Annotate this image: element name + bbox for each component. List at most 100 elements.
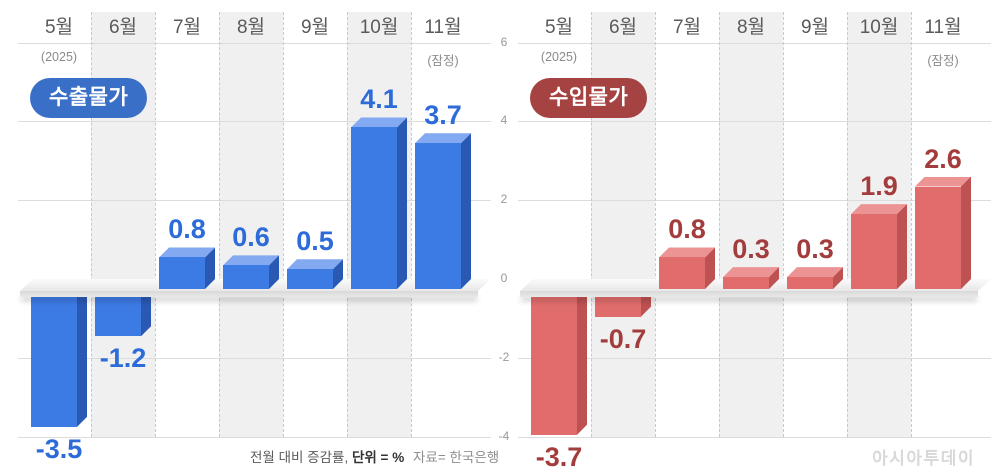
y-tick-label: 0 <box>500 271 508 285</box>
gridline <box>518 436 991 438</box>
month-label: 10월 <box>359 17 399 38</box>
bar-value-label: 0.6 <box>232 222 270 253</box>
month-label: 5월 <box>544 17 574 38</box>
bar-side-face <box>641 279 651 317</box>
bar-top-face <box>223 255 279 265</box>
bar-front-face <box>531 289 577 435</box>
bar-top-face <box>159 247 215 257</box>
month-label: 7월 <box>172 17 202 38</box>
bar-value-label: -1.2 <box>99 343 147 374</box>
bar-value-label: 2.6 <box>924 143 962 174</box>
bar-value-label: 0.8 <box>668 214 706 245</box>
bar-side-face <box>577 279 587 435</box>
bar-top-face <box>723 267 779 277</box>
bar-front-face <box>915 186 961 289</box>
bar-front-face <box>787 277 833 289</box>
watermark-logo: 아시아투데이 <box>872 449 975 468</box>
column-divider-line <box>155 12 156 437</box>
gridline <box>518 121 991 123</box>
bar-front-face <box>159 257 205 289</box>
month-label: 10월 <box>859 17 899 38</box>
bar-side-face <box>397 117 407 289</box>
bar-value-label: -3.5 <box>35 433 83 464</box>
measure-note-text: 전월 대비 증감률, <box>250 450 349 465</box>
gridline <box>18 121 491 123</box>
bar-side-face <box>769 267 779 289</box>
bar-front-face <box>723 277 769 289</box>
source-text: 자료= 한국은행 <box>413 450 500 465</box>
bar-value-label: 1.9 <box>860 171 898 202</box>
floor-platform-front <box>520 291 978 297</box>
column-divider-line <box>283 12 284 437</box>
month-label: 9월 <box>300 17 330 38</box>
column-divider-line <box>411 12 412 437</box>
bar-value-label: 3.7 <box>424 100 462 131</box>
month-label: 11월 <box>924 17 962 38</box>
column-divider-line <box>91 12 92 437</box>
bar-top-face <box>787 267 843 277</box>
footer-measure-note: 전월 대비 증감률, 단위 = % <box>250 446 404 466</box>
bar-value-label: 0.3 <box>732 234 770 265</box>
month-note: (잠정) <box>927 54 959 68</box>
footer-source: 자료= 한국은행 <box>413 446 499 466</box>
month-note: (2025) <box>540 50 578 64</box>
month-note: (2025) <box>40 50 78 64</box>
month-label: 6월 <box>108 17 138 38</box>
month-label: 8월 <box>236 17 266 38</box>
gridline <box>18 200 491 202</box>
bar-side-face <box>269 255 279 289</box>
y-tick-label: -2 <box>498 349 510 364</box>
bar-front-face <box>851 214 897 289</box>
month-label: 7월 <box>672 17 702 38</box>
y-tick-label: 2 <box>500 192 508 207</box>
month-note: (잠정) <box>427 54 459 68</box>
bar-side-face <box>705 247 715 289</box>
column-background <box>719 12 783 437</box>
column-divider-line <box>719 12 720 437</box>
column-divider-line <box>783 12 784 437</box>
month-label: 5월 <box>44 17 74 38</box>
bar-top-face <box>915 177 971 187</box>
bar-value-label: 4.1 <box>360 84 398 115</box>
bar-top-face <box>659 247 715 257</box>
column-divider-line <box>847 12 848 437</box>
bar-front-face <box>415 143 461 289</box>
bar-side-face <box>141 279 151 336</box>
gridline <box>18 357 491 359</box>
bar-side-face <box>205 247 215 289</box>
bar-side-face <box>961 177 971 289</box>
bar-side-face <box>77 279 87 427</box>
column-divider-line <box>911 12 912 437</box>
bar-side-face <box>897 204 907 289</box>
bar-front-face <box>287 269 333 289</box>
y-tick-label: 4 <box>500 113 508 128</box>
bar-value-label: -0.7 <box>599 323 647 354</box>
bar-side-face <box>461 133 471 289</box>
column-divider-line <box>347 12 348 437</box>
bar-top-face <box>851 204 907 214</box>
export-price-badge: 수출물가 <box>30 78 148 118</box>
gridline <box>518 357 991 359</box>
bar-top-face <box>415 133 471 143</box>
month-label: 8월 <box>736 17 766 38</box>
y-tick-label: 6 <box>500 34 508 49</box>
gridline <box>518 42 991 44</box>
column-divider-line <box>591 12 592 437</box>
bar-front-face <box>351 127 397 289</box>
floor-platform-front <box>20 291 478 297</box>
bar-side-face <box>833 267 843 289</box>
column-background <box>91 12 155 437</box>
bar-front-face <box>223 265 269 289</box>
bar-top-face <box>351 117 407 127</box>
y-tick-label: -4 <box>498 428 510 443</box>
import-price-badge: 수입물가 <box>530 78 648 118</box>
column-divider-line <box>219 12 220 437</box>
gridline <box>518 200 991 202</box>
bar-side-face <box>333 259 343 289</box>
bar-value-label: 0.3 <box>796 234 834 265</box>
gridline <box>18 42 491 44</box>
month-label: 6월 <box>608 17 638 38</box>
bar-top-face <box>287 259 343 269</box>
